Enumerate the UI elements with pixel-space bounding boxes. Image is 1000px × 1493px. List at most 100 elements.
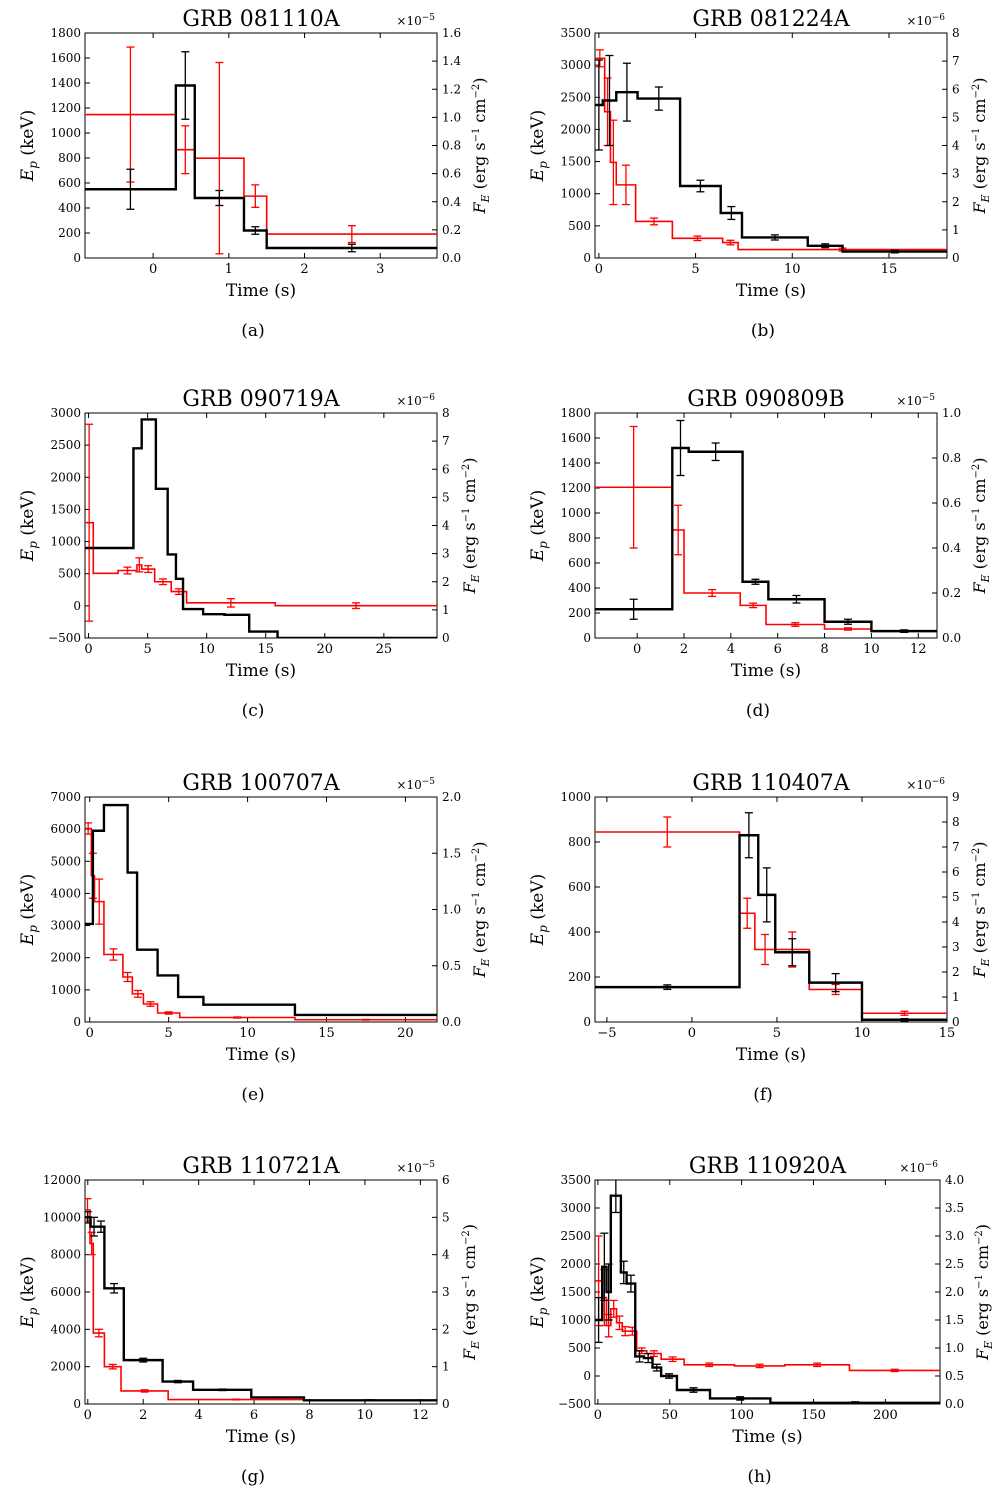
y-left-tick-label: 3500 xyxy=(560,1173,591,1187)
fe-exp1: −1 xyxy=(971,128,982,143)
right-axis-multiplier: ×10−5 xyxy=(896,393,935,408)
x-tick-label: 6 xyxy=(250,1408,258,1423)
right-axis-multiplier: ×10−5 xyxy=(396,777,435,792)
fe-exp2: −2 xyxy=(461,464,472,479)
y-right-tick-label: 1.0 xyxy=(442,110,461,124)
y-left-tick-label: 0 xyxy=(73,599,81,613)
y-right-tick-label: 1.0 xyxy=(942,406,961,420)
fe-exp2: −2 xyxy=(471,84,482,99)
y-left-tick-label: 3000 xyxy=(50,919,81,933)
x-axis-label: Time (s) xyxy=(226,661,296,681)
y-left-tick-label: 1800 xyxy=(560,406,591,420)
multiplier-exponent: −5 xyxy=(422,1160,436,1170)
plot-area xyxy=(85,803,437,1021)
x-tick-label: −5 xyxy=(597,1026,616,1041)
y-left-tick-label: −500 xyxy=(48,631,81,645)
y-right-tick-label: 8 xyxy=(952,26,960,40)
y-left-tick-label: 400 xyxy=(568,581,591,595)
y-left-tick-label: 2500 xyxy=(560,90,591,104)
right-axis-multiplier: ×10−5 xyxy=(396,1160,435,1175)
y-left-tick-label: 1000 xyxy=(50,535,81,549)
fe-subscript: E xyxy=(479,958,492,967)
chart-title: GRB 100707A xyxy=(182,771,340,796)
y-right-tick-label: 4 xyxy=(442,1248,450,1262)
y-left-tick-label: 2500 xyxy=(560,1229,591,1243)
y-right-tick-label: 6 xyxy=(442,462,450,476)
x-axis-label: Time (s) xyxy=(736,1045,806,1065)
axes-frame xyxy=(84,412,438,639)
right-axis-multiplier: ×10−6 xyxy=(906,13,945,28)
chart-title: GRB 090809B xyxy=(687,387,844,412)
fe-unit-erg: (erg s xyxy=(970,142,989,194)
x-tick-label: 0 xyxy=(84,1408,92,1423)
y-left-tick-label: 0 xyxy=(583,251,591,265)
y-right-tick-label: 1 xyxy=(952,990,960,1004)
y-right-tick-label: 0.4 xyxy=(442,195,461,209)
ep-unit: (keV) xyxy=(18,110,38,161)
y-right-axis-label: FE (erg s−1 cm−2) xyxy=(970,457,992,594)
y-right-tick-label: 5 xyxy=(952,890,960,904)
panel-d: GRB 090809B ×10−5 0 2 4 6 8 10 12 0 200 400 600 800 10… xyxy=(528,387,992,721)
y-right-tick-label: 0 xyxy=(952,251,960,265)
x-tick-label: 0 xyxy=(633,642,641,657)
y-left-tick-label: 2000 xyxy=(50,1360,81,1374)
y-left-tick-label: 1000 xyxy=(50,126,81,140)
ep-symbol: E xyxy=(528,1315,548,1329)
x-tick-label: 12 xyxy=(910,642,927,657)
y-right-tick-label: 5 xyxy=(442,1210,450,1224)
y-right-tick-label: 1.0 xyxy=(442,903,461,917)
x-tick-label: 15 xyxy=(881,262,898,277)
ep-subscript: p xyxy=(536,925,550,933)
ep-unit: (keV) xyxy=(18,1256,38,1307)
multiplier-base: ×10 xyxy=(899,1161,924,1175)
fe-close: ) xyxy=(970,841,989,847)
x-tick-label: 8 xyxy=(820,642,828,657)
right-axis-multiplier: ×10−6 xyxy=(906,777,945,792)
fe-unit-cm: cm xyxy=(970,98,989,127)
y-right-tick-label: 0.5 xyxy=(945,1369,964,1383)
y-left-tick-label: 2000 xyxy=(50,470,81,484)
panel-label: (b) xyxy=(751,321,775,341)
y-left-tick-label: 8000 xyxy=(50,1248,81,1262)
y-left-tick-label: 0 xyxy=(583,631,591,645)
y-right-tick-label: 0.0 xyxy=(945,1397,964,1411)
y-left-tick-label: 800 xyxy=(568,531,591,545)
y-right-tick-label: 0.5 xyxy=(442,959,461,973)
y-right-tick-label: 8 xyxy=(442,406,450,420)
fe-exp2: −2 xyxy=(971,84,982,99)
y-right-tick-label: 2 xyxy=(952,195,960,209)
y-left-tick-label: 500 xyxy=(568,219,591,233)
x-tick-label: 20 xyxy=(317,642,334,657)
x-tick-label: 5 xyxy=(691,262,699,277)
x-axis-label: Time (s) xyxy=(736,281,806,301)
y-right-tick-label: 2 xyxy=(952,965,960,979)
x-tick-label: 4 xyxy=(727,642,735,657)
y-right-tick-label: 6 xyxy=(442,1173,450,1187)
chart-title: GRB 110920A xyxy=(689,1154,847,1179)
x-tick-label: 50 xyxy=(661,1408,678,1423)
y-left-tick-label: −500 xyxy=(558,1397,591,1411)
fe-exp2: −2 xyxy=(461,1230,472,1245)
y-left-tick-label: 1000 xyxy=(560,506,591,520)
multiplier-exponent: −5 xyxy=(422,13,436,23)
multiplier-exponent: −6 xyxy=(932,13,946,23)
y-left-tick-label: 0 xyxy=(73,1397,81,1411)
y-left-tick-label: 3000 xyxy=(50,406,81,420)
fe-symbol: F xyxy=(970,966,989,979)
axes-frame xyxy=(594,412,938,639)
multiplier-base: ×10 xyxy=(396,394,421,408)
fe-symbol: F xyxy=(470,202,489,215)
y-right-tick-label: 2 xyxy=(442,575,450,589)
y-right-tick-label: 4 xyxy=(952,915,960,929)
y-right-tick-label: 2.0 xyxy=(945,1285,964,1299)
fe-exp1: −1 xyxy=(471,892,482,907)
y-left-tick-label: 6000 xyxy=(50,822,81,836)
y-right-tick-label: 0.2 xyxy=(442,223,461,237)
y-left-axis-label: Ep (keV) xyxy=(18,110,40,182)
y-left-tick-label: 1500 xyxy=(560,155,591,169)
flux-step-line xyxy=(85,113,437,235)
multiplier-exponent: −5 xyxy=(422,777,436,787)
x-tick-label: 2 xyxy=(139,1408,147,1423)
plot-area xyxy=(85,1198,437,1402)
x-tick-label: 3 xyxy=(376,262,384,277)
